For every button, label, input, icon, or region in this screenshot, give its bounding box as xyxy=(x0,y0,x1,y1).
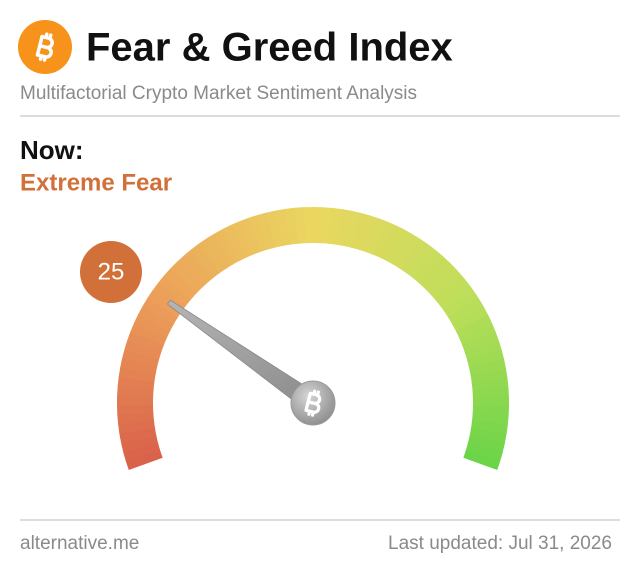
gauge-segment xyxy=(365,217,388,256)
gauge-segment xyxy=(214,228,241,265)
gauge-segment xyxy=(328,207,343,245)
gauge-segment xyxy=(206,232,234,269)
gauge-segment xyxy=(198,237,227,274)
gauge-segment xyxy=(468,358,507,376)
gauge-segment xyxy=(444,290,480,319)
gauge-segment xyxy=(372,221,397,259)
source: alternative.me xyxy=(20,533,139,554)
gauge-segment xyxy=(424,262,457,295)
gauge-segment xyxy=(124,339,162,360)
gauge-segment xyxy=(335,209,352,247)
gauge-segment xyxy=(462,331,500,354)
gauge-segment xyxy=(170,261,203,294)
gauge-segment xyxy=(393,233,421,270)
gauge-segment xyxy=(190,243,221,278)
gauge-segment xyxy=(248,214,269,252)
gauge-segment xyxy=(418,255,451,289)
gauge-segment xyxy=(303,207,315,244)
hub-icon xyxy=(304,389,322,417)
gauge-segment xyxy=(133,313,171,338)
gauge-segment xyxy=(142,297,179,325)
gauge-segment xyxy=(448,298,485,326)
gauge-segment xyxy=(266,210,284,248)
gauge-segment xyxy=(406,243,437,279)
gauge-segment xyxy=(117,403,154,415)
gauge-segment xyxy=(412,249,444,284)
value-label: 25 xyxy=(98,258,125,285)
gauge-segment xyxy=(464,340,503,361)
gauge-segment xyxy=(222,224,248,262)
gauge-segment xyxy=(467,435,505,454)
gauge-segment xyxy=(117,376,155,390)
gauge-segment xyxy=(163,267,198,300)
gauge-segment xyxy=(120,357,158,375)
gauge-segment xyxy=(470,420,508,436)
gauge-segment xyxy=(459,323,497,347)
gauge-segment xyxy=(239,217,262,255)
gauge-segment xyxy=(463,450,501,471)
gauge-segment xyxy=(452,306,489,333)
gauge-segment xyxy=(176,254,209,288)
gauge-segment xyxy=(469,428,507,445)
now-label: Now: xyxy=(20,135,84,165)
gauge-segment xyxy=(127,330,165,353)
gauge-segment xyxy=(122,348,160,368)
gauge-segment xyxy=(130,321,168,346)
gauge-segment xyxy=(429,268,463,300)
gauge-segment xyxy=(183,248,215,283)
gauge-segment xyxy=(343,210,361,248)
gauge-segment xyxy=(358,215,379,253)
value-badge xyxy=(80,241,142,303)
subtitle: Multifactorial Crypto Market Sentiment A… xyxy=(20,83,417,104)
logo-icon xyxy=(35,32,54,62)
gauge-segment xyxy=(400,238,429,274)
gauge-segment xyxy=(137,305,175,331)
gauge-segment xyxy=(455,314,493,339)
gauge-segment xyxy=(294,207,307,244)
hub-icon-glyph xyxy=(304,389,322,417)
gauge-segment xyxy=(439,283,475,313)
gauge-segment xyxy=(122,441,161,462)
gauge-segment xyxy=(117,394,154,406)
gauge-segment xyxy=(386,229,413,266)
gauge-segment xyxy=(465,443,503,463)
gauge-segment xyxy=(351,212,371,250)
gauge-segment xyxy=(230,220,255,258)
gauge-segment xyxy=(118,366,156,383)
gauge-segment xyxy=(125,449,163,471)
gauge-segment xyxy=(466,349,505,369)
gauge-segment xyxy=(472,386,509,399)
gauge: 25 xyxy=(80,207,510,471)
logo xyxy=(18,20,72,74)
gauge-segment xyxy=(152,281,188,312)
gauge-segment xyxy=(257,212,277,250)
last-updated: Last updated: Jul 31, 2026 xyxy=(388,533,612,554)
gauge-segment xyxy=(158,274,193,306)
classification: Extreme Fear xyxy=(20,169,172,196)
gauge-segment xyxy=(147,289,183,318)
gauge-segment xyxy=(117,411,154,425)
gauge-segment xyxy=(434,275,469,306)
gauge-segment xyxy=(472,396,510,407)
gauge-segment xyxy=(120,434,159,453)
gauge-segment xyxy=(379,225,405,262)
title: Fear & Greed Index xyxy=(86,26,453,70)
